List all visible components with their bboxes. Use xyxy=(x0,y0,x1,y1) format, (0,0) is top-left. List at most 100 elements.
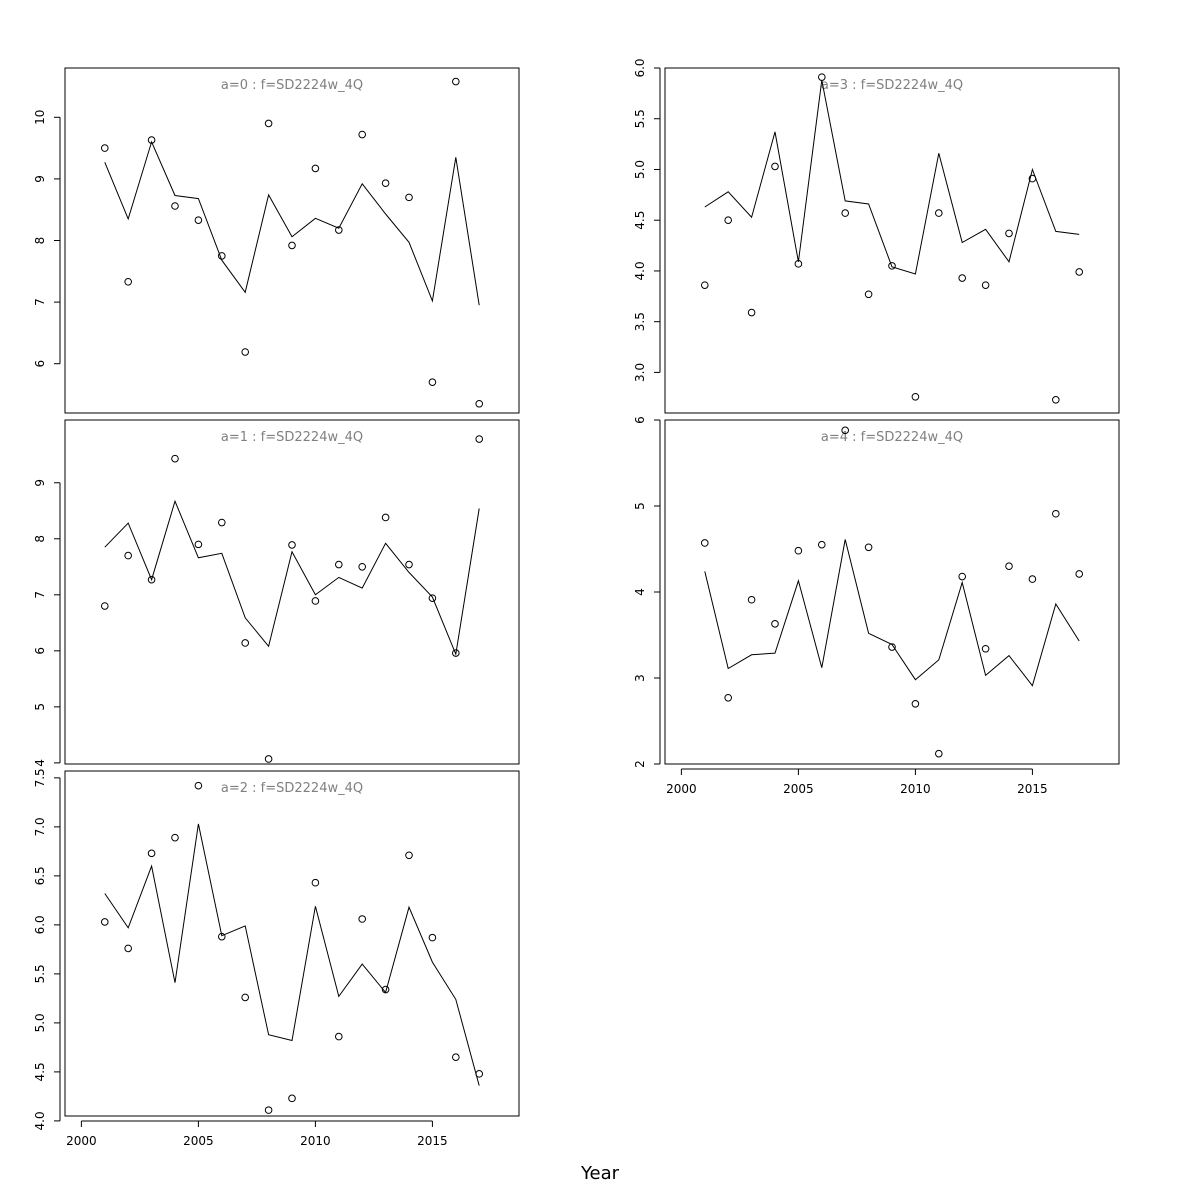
observed-point xyxy=(288,1094,296,1103)
observed-point xyxy=(381,513,390,522)
y-tick-label: 5.5 xyxy=(33,964,47,983)
observed-point xyxy=(358,915,367,923)
observed-point xyxy=(335,1032,343,1041)
figure-x-axis-label: Year xyxy=(580,1163,620,1184)
observed-point xyxy=(405,851,413,860)
y-tick-label: 5.0 xyxy=(33,1013,47,1032)
observed-point xyxy=(217,518,226,527)
observed-point xyxy=(124,277,132,286)
panel-3: a=3 : f=SD2224w_4Q 3.0 3.5 4.0 4.5 5.0 5.5 6.0 xyxy=(633,58,1120,414)
observed-point xyxy=(935,749,943,758)
observed-point xyxy=(888,262,896,270)
y-tick-label: 4.0 xyxy=(633,261,647,280)
observed-point xyxy=(1028,575,1037,583)
plot-frame xyxy=(64,770,520,1117)
y-tick-label: 4.5 xyxy=(633,211,647,230)
observed-point xyxy=(241,348,249,356)
plot-frame xyxy=(64,67,520,414)
y-tick-label: 5.0 xyxy=(633,160,647,179)
y-tick-label: 8 xyxy=(33,535,47,543)
y-tick-label: 6 xyxy=(633,416,647,424)
plot-frame xyxy=(664,67,1120,414)
observed-point xyxy=(428,594,437,602)
observed-point xyxy=(405,193,413,202)
y-tick-label: 7.5 xyxy=(33,768,47,787)
observed-point xyxy=(1005,562,1013,571)
y-tick-label: 4 xyxy=(633,588,647,596)
panel-2: a=2 : f=SD2224w_4Q 4.0 4.5 5.0 5.5 6.0 6.5 7.0 7… xyxy=(33,768,520,1148)
observed-point xyxy=(311,164,320,173)
observed-point xyxy=(100,602,109,610)
panel-4: a=4 : f=SD2224w_4Q 2 3 4 5 6 2000 2005 2010 2015 xyxy=(633,416,1120,796)
observed-point xyxy=(1075,570,1084,578)
fitted-line xyxy=(704,539,1080,687)
observed-point xyxy=(100,144,109,152)
observed-point xyxy=(147,849,156,858)
panel-title: a=3 : f=SD2224w_4Q xyxy=(821,78,963,93)
y-tick-label: 3.5 xyxy=(633,312,647,331)
observed-point xyxy=(841,426,849,435)
y-tick-label: 9 xyxy=(33,479,47,487)
observed-point xyxy=(911,700,920,708)
panel-title: a=0 : f=SD2224w_4Q xyxy=(221,78,363,93)
observed-point xyxy=(981,281,990,289)
y-tick-label: 6.0 xyxy=(33,915,47,934)
y-tick-label: 7 xyxy=(33,591,47,599)
observed-point xyxy=(981,644,990,653)
y-tick-label: 3.0 xyxy=(633,363,647,382)
fitted-line xyxy=(104,499,480,657)
observed-point xyxy=(864,290,873,299)
fitted-line xyxy=(704,80,1080,275)
observed-point xyxy=(241,639,249,647)
observed-point xyxy=(358,130,367,139)
observed-point xyxy=(1005,229,1013,238)
y-tick-label: 5 xyxy=(633,502,647,510)
observed-point xyxy=(700,539,709,547)
observed-point xyxy=(747,308,756,317)
observed-point xyxy=(1052,396,1060,404)
y-tick-label: 10 xyxy=(33,110,47,125)
observed-point xyxy=(335,560,343,569)
x-tick-label: 2010 xyxy=(300,1134,331,1148)
observed-point xyxy=(700,281,709,289)
panel-1: a=1 : f=SD2224w_4Q 4 5 6 7 8 9 xyxy=(33,419,520,767)
observed-point xyxy=(124,944,132,953)
y-tick-label: 7.0 xyxy=(33,817,47,836)
observed-point xyxy=(452,77,460,86)
observed-point xyxy=(428,933,437,942)
observed-point xyxy=(935,209,943,217)
observed-point xyxy=(171,202,179,210)
panel-0: a=0 : f=SD2224w_4Q 6 7 8 9 10 xyxy=(33,67,520,414)
observed-point xyxy=(264,755,273,763)
panels: a=0 : f=SD2224w_4Q 6 7 8 9 10 a=1 : f=SD2224w_… xyxy=(33,58,1120,1148)
y-tick-label: 4.5 xyxy=(33,1062,47,1081)
observed-point xyxy=(241,993,249,1002)
observed-point xyxy=(1052,509,1060,518)
observed-point xyxy=(428,378,437,386)
x-tick-label: 2005 xyxy=(183,1134,214,1148)
observed-point xyxy=(264,119,273,128)
observed-point xyxy=(475,435,484,443)
y-tick-label: 3 xyxy=(633,674,647,682)
observed-point xyxy=(475,399,484,408)
observed-point xyxy=(958,274,967,282)
fitted-line xyxy=(104,140,480,306)
y-tick-label: 6 xyxy=(33,360,47,368)
observed-point xyxy=(724,693,732,702)
panel-title: a=4 : f=SD2224w_4Q xyxy=(821,430,963,445)
y-tick-label: 2 xyxy=(633,760,647,768)
observed-point xyxy=(171,833,179,842)
x-tick-label: 2000 xyxy=(66,1134,97,1148)
fitted-line xyxy=(104,823,480,1086)
observed-point xyxy=(724,216,732,225)
observed-point xyxy=(381,179,390,188)
observed-point xyxy=(264,1106,273,1114)
observed-point xyxy=(194,216,203,224)
observed-point xyxy=(194,540,203,549)
observed-point xyxy=(958,572,967,581)
x-tick-label: 2000 xyxy=(666,782,697,796)
observed-point xyxy=(911,392,920,401)
y-tick-label: 6.0 xyxy=(633,58,647,77)
observed-point xyxy=(288,541,296,549)
